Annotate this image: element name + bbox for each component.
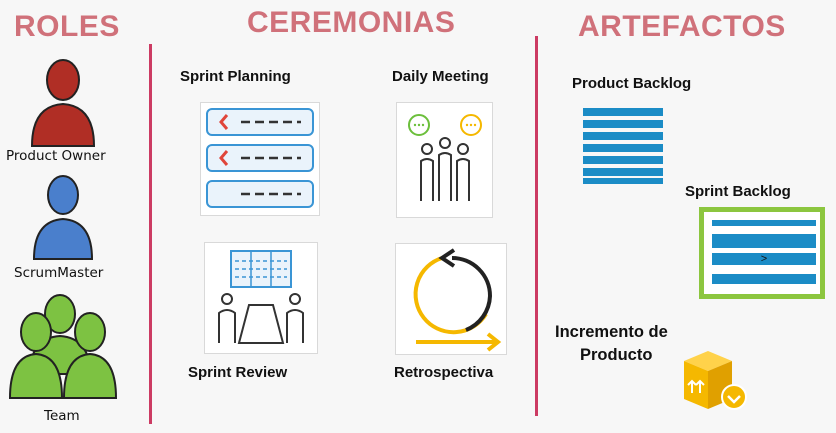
ceremonies-heading: CEREMONIAS [247, 6, 456, 39]
sprint-planning-card [200, 102, 320, 216]
sprint-backlog-marker: > [712, 253, 816, 265]
scrum-master-person-icon [32, 175, 94, 260]
planning-board-icon [206, 108, 314, 208]
sprint-planning-label: Sprint Planning [180, 68, 291, 85]
role-label-scrum-master: ScrumMaster [14, 265, 104, 281]
retrospective-cycle-icon [413, 248, 502, 352]
role-label-product-owner: Product Owner [6, 148, 106, 164]
daily-meeting-people-icon [408, 114, 482, 201]
sprint-review-card [204, 242, 318, 354]
role-label-team: Team [44, 408, 80, 424]
roles-heading: ROLES [14, 10, 120, 43]
divider-left [149, 44, 152, 424]
daily-meeting-label: Daily Meeting [392, 68, 489, 85]
daily-meeting-card [396, 102, 493, 218]
sprint-backlog-icon: > [699, 207, 825, 299]
artifacts-heading: ARTEFACTOS [578, 10, 786, 43]
product-owner-person-icon [30, 59, 96, 147]
product-backlog-icon [583, 108, 663, 184]
retrospective-label: Retrospectiva [394, 364, 494, 381]
sprint-review-label: Sprint Review [188, 364, 288, 381]
divider-right [535, 36, 538, 416]
product-backlog-label: Product Backlog [572, 75, 692, 92]
product-box-icon [684, 351, 747, 410]
increment-label-line1: Incremento de [555, 323, 668, 341]
sprint-review-meeting-icon [218, 250, 304, 344]
increment-label-line2: Producto [580, 346, 653, 364]
team-people-icon [8, 294, 118, 399]
retrospective-card [395, 243, 507, 355]
sprint-backlog-label: Sprint Backlog [685, 183, 791, 200]
